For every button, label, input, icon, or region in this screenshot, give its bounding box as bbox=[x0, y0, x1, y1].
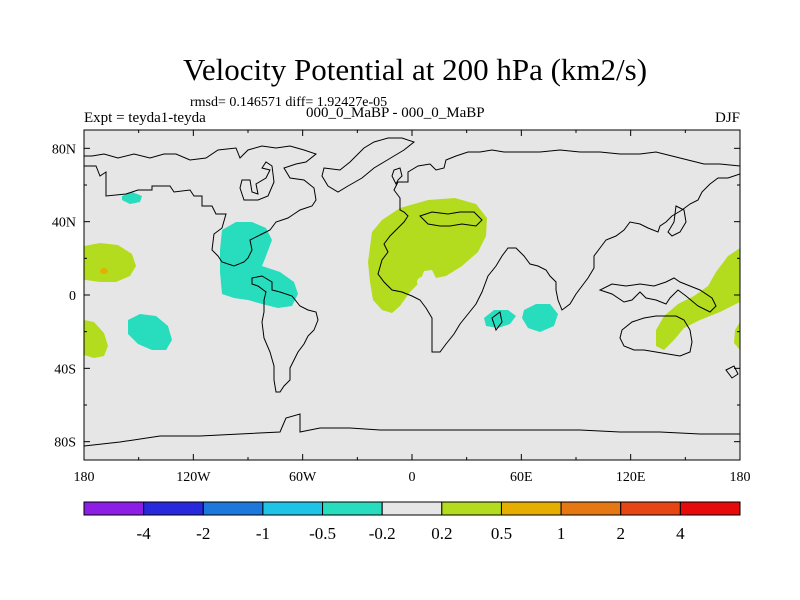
colorbar-swatch bbox=[143, 501, 204, 516]
colorbar bbox=[83, 501, 741, 516]
colorbar-swatch bbox=[381, 501, 443, 516]
coastline-north-america bbox=[84, 145, 318, 267]
season-label: DJF bbox=[714, 110, 740, 126]
x-tick-label: 0 bbox=[409, 470, 416, 485]
rmsd-diff-label: rmsd= 0.146571 diff= 1.92427e-05 bbox=[190, 95, 388, 110]
negative-anomaly-north-pacific bbox=[122, 192, 142, 204]
positive-anomaly-hole bbox=[417, 276, 435, 288]
y-axis-labels: 80N 40N 0 40S 80S bbox=[52, 142, 76, 450]
colorbar-label: 2 bbox=[616, 524, 625, 543]
positive-anomaly-central-pacific-north bbox=[84, 243, 136, 282]
colorbar-swatch bbox=[500, 501, 562, 516]
experiment-label: Expt = teyda1-teyda bbox=[84, 110, 206, 126]
coastline-hudson bbox=[239, 161, 275, 201]
axis-ticks bbox=[83, 130, 741, 460]
y-tick-label: 80S bbox=[54, 436, 76, 451]
colorbar-label: 0.2 bbox=[431, 524, 452, 543]
x-tick-label: 120W bbox=[176, 470, 211, 485]
negative-anomaly-americas bbox=[220, 222, 298, 308]
colorbar-swatch bbox=[560, 501, 622, 516]
y-tick-label: 40N bbox=[52, 216, 76, 231]
x-axis-labels: 180 120W 60W 0 60E 120E 180 bbox=[74, 470, 751, 485]
coastline-australia bbox=[619, 315, 693, 357]
colorbar-swatch bbox=[620, 501, 681, 516]
negative-anomaly-indian-ocean bbox=[522, 304, 558, 332]
y-tick-label: 40S bbox=[54, 362, 76, 377]
coastline-new-zealand bbox=[725, 365, 739, 379]
coastline-antarctica bbox=[84, 413, 740, 447]
coastline-mediterranean bbox=[419, 211, 483, 227]
x-tick-label: 120E bbox=[616, 470, 646, 485]
colorbar-label: -0.5 bbox=[309, 524, 336, 543]
colorbar-label: 4 bbox=[676, 524, 685, 543]
coastline-eurasia-africa bbox=[377, 149, 740, 353]
positive-anomaly-east-edge bbox=[734, 322, 740, 350]
colorbar-labels: -4 -2 -1 -0.5 -0.2 0.2 0.5 1 2 4 bbox=[137, 524, 686, 543]
positive-anomaly-africa bbox=[368, 198, 487, 313]
x-tick-label: 60W bbox=[289, 470, 317, 485]
positive-anomaly-central-pacific-south bbox=[84, 320, 108, 358]
coastline-greenland bbox=[321, 137, 416, 193]
negative-anomaly-south-pacific bbox=[128, 314, 172, 350]
colorbar-label: 0.5 bbox=[491, 524, 512, 543]
y-tick-label: 0 bbox=[69, 289, 76, 304]
colorbar-swatch bbox=[83, 501, 145, 516]
colorbar-label: -4 bbox=[137, 524, 152, 543]
colorbar-label: -0.2 bbox=[369, 524, 396, 543]
colorbar-swatch bbox=[679, 501, 741, 516]
coastlines bbox=[84, 137, 740, 447]
x-tick-label: 180 bbox=[730, 470, 751, 485]
coastline-uk bbox=[391, 167, 403, 186]
x-tick-label: 180 bbox=[74, 470, 95, 485]
colorbar-label: -1 bbox=[256, 524, 270, 543]
y-tick-label: 80N bbox=[52, 142, 76, 157]
orange-spot bbox=[100, 268, 108, 274]
comparison-label: 000_0_MaBP - 000_0_MaBP bbox=[306, 105, 485, 121]
negative-anomaly-madagascar bbox=[484, 310, 516, 328]
contour-fills bbox=[84, 192, 740, 358]
positive-anomaly-west-pacific bbox=[656, 248, 740, 350]
x-tick-label: 60E bbox=[510, 470, 533, 485]
colorbar-swatch bbox=[322, 501, 383, 516]
colorbar-label: 1 bbox=[557, 524, 566, 543]
coastline-japan bbox=[667, 205, 687, 237]
coastline-madagascar bbox=[491, 311, 503, 332]
colorbar-swatch bbox=[262, 501, 324, 516]
coastline-indonesia bbox=[598, 277, 717, 313]
colorbar-swatch bbox=[202, 501, 264, 516]
chart-title: Velocity Potential at 200 hPa (km2/s) bbox=[182, 52, 648, 87]
colorbar-label: -2 bbox=[196, 524, 210, 543]
map-background bbox=[84, 130, 740, 460]
colorbar-swatch bbox=[441, 501, 502, 516]
coastline-south-america bbox=[251, 275, 319, 393]
